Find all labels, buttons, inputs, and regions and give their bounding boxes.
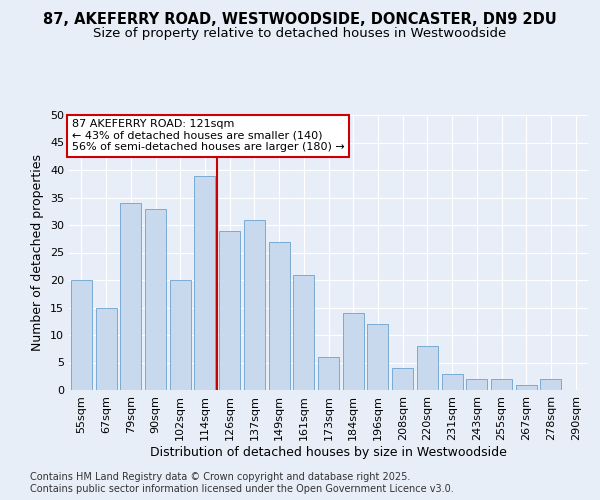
X-axis label: Distribution of detached houses by size in Westwoodside: Distribution of detached houses by size … — [150, 446, 507, 458]
Text: Contains HM Land Registry data © Crown copyright and database right 2025.: Contains HM Land Registry data © Crown c… — [30, 472, 410, 482]
Bar — [120, 203, 141, 390]
Bar — [516, 384, 537, 390]
Bar — [293, 274, 314, 390]
Bar — [269, 242, 290, 390]
Text: Size of property relative to detached houses in Westwoodside: Size of property relative to detached ho… — [94, 28, 506, 40]
Bar — [219, 230, 240, 390]
Bar — [170, 280, 191, 390]
Bar — [491, 379, 512, 390]
Bar — [95, 308, 116, 390]
Bar — [194, 176, 215, 390]
Bar — [417, 346, 438, 390]
Y-axis label: Number of detached properties: Number of detached properties — [31, 154, 44, 351]
Bar — [466, 379, 487, 390]
Bar — [71, 280, 92, 390]
Bar — [392, 368, 413, 390]
Bar — [442, 374, 463, 390]
Text: 87 AKEFERRY ROAD: 121sqm
← 43% of detached houses are smaller (140)
56% of semi-: 87 AKEFERRY ROAD: 121sqm ← 43% of detach… — [71, 119, 344, 152]
Bar — [318, 357, 339, 390]
Bar — [244, 220, 265, 390]
Bar — [145, 208, 166, 390]
Bar — [541, 379, 562, 390]
Bar — [343, 313, 364, 390]
Text: 87, AKEFERRY ROAD, WESTWOODSIDE, DONCASTER, DN9 2DU: 87, AKEFERRY ROAD, WESTWOODSIDE, DONCAST… — [43, 12, 557, 28]
Bar — [367, 324, 388, 390]
Text: Contains public sector information licensed under the Open Government Licence v3: Contains public sector information licen… — [30, 484, 454, 494]
